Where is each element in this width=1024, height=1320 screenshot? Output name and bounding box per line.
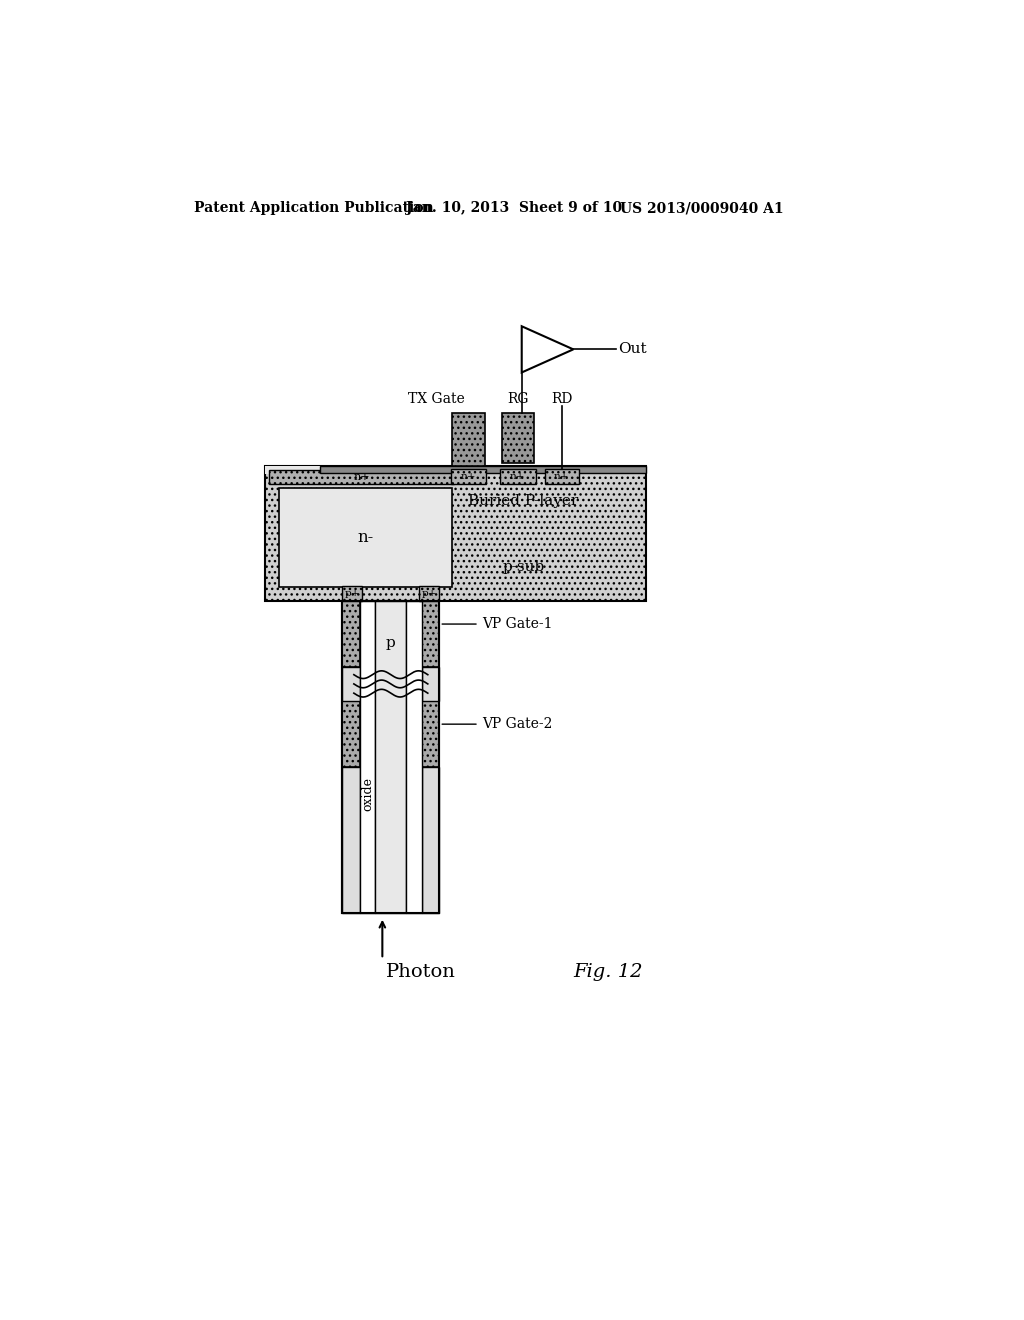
Text: n+: n+: [554, 473, 569, 480]
Text: p+: p+: [344, 589, 360, 598]
Bar: [265, 466, 646, 601]
Text: oxide: oxide: [361, 777, 374, 812]
Bar: [453, 412, 484, 466]
Text: n+: n+: [461, 473, 476, 480]
Text: TX Gate: TX Gate: [408, 392, 465, 407]
Bar: [545, 469, 579, 484]
Bar: [342, 667, 360, 701]
Bar: [419, 586, 439, 601]
Bar: [451, 469, 486, 484]
Bar: [360, 601, 376, 913]
Bar: [422, 667, 439, 701]
Bar: [269, 470, 454, 484]
Text: Jan. 10, 2013  Sheet 9 of 10: Jan. 10, 2013 Sheet 9 of 10: [407, 202, 623, 215]
Text: n-: n-: [357, 529, 374, 545]
Text: VP Gate-1: VP Gate-1: [442, 616, 552, 631]
Bar: [342, 767, 360, 913]
Text: p-sub: p-sub: [502, 560, 545, 573]
Bar: [500, 469, 536, 484]
Bar: [342, 601, 360, 667]
Text: n+: n+: [510, 473, 525, 480]
Text: p+: p+: [422, 589, 437, 598]
Text: Buried P-layer: Buried P-layer: [468, 494, 579, 508]
Text: Photon: Photon: [386, 964, 456, 981]
Text: Patent Application Publication: Patent Application Publication: [194, 202, 433, 215]
Polygon shape: [521, 326, 573, 372]
Bar: [319, 466, 646, 473]
Bar: [422, 601, 439, 667]
Bar: [376, 601, 407, 913]
Text: VP Gate-2: VP Gate-2: [442, 717, 552, 731]
Bar: [280, 488, 453, 586]
Text: Fig. 12: Fig. 12: [573, 964, 643, 981]
Bar: [342, 601, 439, 913]
Bar: [502, 412, 535, 462]
Text: Out: Out: [617, 342, 646, 356]
Bar: [342, 601, 439, 913]
Text: n+: n+: [353, 473, 370, 482]
Bar: [342, 701, 360, 767]
Bar: [407, 601, 422, 913]
Bar: [422, 701, 439, 767]
Text: RD: RD: [551, 392, 572, 407]
Text: RG: RG: [507, 392, 528, 407]
Bar: [422, 767, 439, 913]
Bar: [265, 466, 646, 474]
Text: p: p: [386, 636, 395, 651]
Bar: [342, 586, 362, 601]
Text: US 2013/0009040 A1: US 2013/0009040 A1: [620, 202, 783, 215]
